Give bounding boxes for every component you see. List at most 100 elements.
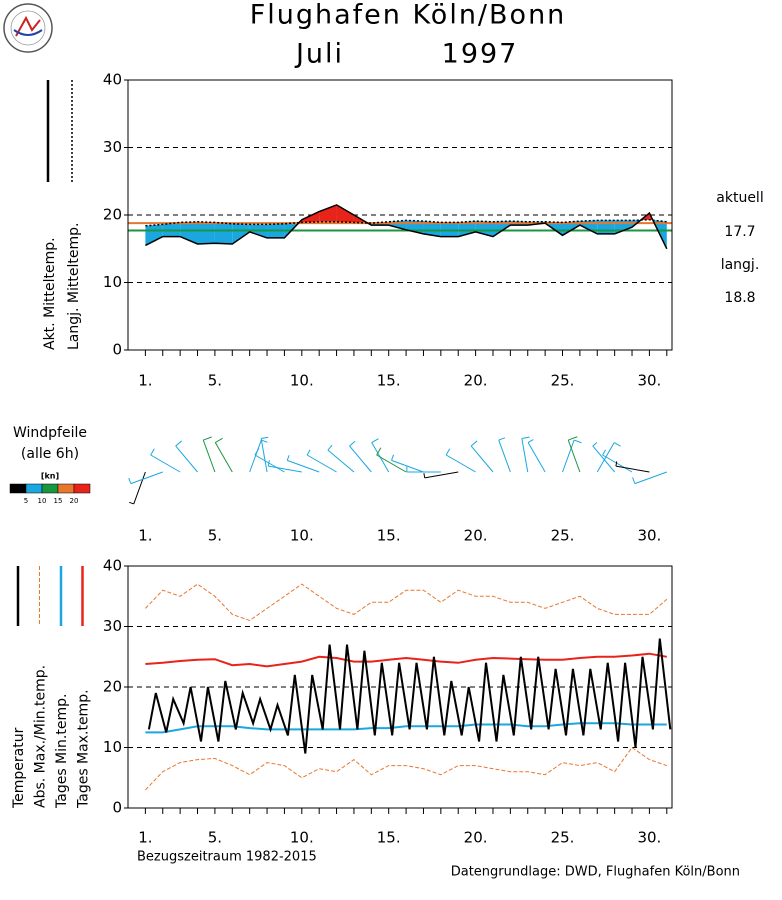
y-tick-label: 10 (103, 273, 122, 291)
barb-feather (371, 438, 379, 443)
x-tick-label: 20. (464, 527, 488, 545)
wind-barb (521, 436, 530, 473)
barb-feather (261, 436, 269, 440)
deviation-fill (319, 204, 337, 222)
deviation-fill (423, 221, 441, 237)
legend-label: Temperatur (11, 727, 27, 809)
wind-barb (202, 436, 216, 473)
temperature-line (145, 722, 667, 734)
temperature-line (147, 638, 672, 754)
year: 1997 (442, 39, 519, 70)
barb-feather (215, 437, 223, 443)
x-tick-label: 10. (290, 527, 314, 545)
wind-barb (406, 466, 441, 473)
wind-barb (423, 471, 459, 479)
deviation-fill (562, 221, 580, 236)
temperature-line (145, 652, 667, 668)
plot-frame (127, 565, 673, 809)
barb-feather (592, 442, 598, 447)
wind-barb (371, 438, 390, 473)
plot-frame (127, 79, 673, 351)
deviation-fill (336, 204, 354, 223)
deviation-fill (440, 222, 459, 237)
wind-barb (214, 437, 233, 473)
x-tick-label: 1. (138, 829, 152, 847)
barb-shaft (268, 465, 302, 473)
wind-barb (592, 442, 616, 473)
colorbar-segment (41, 483, 59, 494)
logo (3, 3, 53, 53)
y-tick-label: 0 (112, 799, 122, 817)
colorbar-segment (9, 483, 27, 494)
barb-feather (175, 440, 182, 447)
x-tick-label: 5. (208, 829, 222, 847)
mean-line (145, 218, 667, 227)
barb-shaft (567, 439, 581, 473)
y-tick-label: 40 (103, 71, 122, 89)
month: Juli (294, 39, 344, 70)
deviation-fill (197, 221, 215, 245)
x-tick-label: 10. (290, 372, 314, 390)
deviation-fill (232, 223, 250, 245)
barb-shaft (445, 454, 476, 473)
wind-subtitle: (alle 6h) (21, 446, 79, 462)
legend-label: Akt. Mitteltemp. (42, 237, 58, 350)
barb-feather (470, 440, 478, 447)
x-tick-label: 30. (637, 829, 661, 847)
reference-value: 18.8 (724, 290, 755, 306)
legend-label: Langj. Mitteltemp. (66, 223, 82, 350)
deviation-fill (162, 222, 181, 237)
colorbar-segment (25, 483, 43, 494)
barb-feather (327, 444, 333, 451)
barb-feather (150, 448, 155, 456)
barb-shaft (260, 438, 268, 473)
x-tick-label: 20. (464, 372, 488, 390)
wind-barb (175, 440, 198, 473)
temperature-line (145, 746, 667, 791)
barb-shaft (562, 439, 575, 473)
wind-barb (391, 454, 424, 473)
wind-barb (306, 449, 337, 473)
barb-shaft (527, 442, 546, 473)
barb-feather (498, 437, 506, 441)
temperature-line (145, 583, 668, 622)
barb-shaft (349, 445, 372, 473)
barb-shaft (391, 459, 424, 473)
reference-period: Bezugszeitraum 1982-2015 (137, 850, 317, 865)
barb-shaft (175, 445, 198, 473)
x-tick-label: 1. (138, 372, 152, 390)
barb-shaft (634, 471, 667, 485)
wind-barb (327, 444, 355, 473)
colorbar-tick: 5 (24, 497, 28, 505)
y-tick-label: 20 (103, 206, 122, 224)
wind-barb (615, 461, 650, 473)
barb-shaft (254, 454, 285, 473)
barb-shaft (202, 439, 216, 473)
x-tick-label: 1. (138, 527, 152, 545)
barb-shaft (602, 454, 633, 473)
reference-value: 17.7 (724, 224, 755, 240)
barb-feather (203, 436, 212, 441)
wind-barb (632, 471, 667, 485)
wind-barb (349, 440, 372, 473)
wind-barb (445, 448, 476, 473)
barb-shaft (249, 439, 262, 473)
barb-shaft (592, 445, 616, 473)
barb-shaft (376, 454, 407, 473)
barb-feather (391, 454, 395, 461)
wind-barb (602, 449, 633, 473)
source: Datengrundlage: DWD, Flughafen Köln/Bonn (451, 865, 740, 880)
barb-shaft (287, 459, 320, 473)
wind-barb (376, 447, 407, 473)
wind-barb (562, 439, 582, 473)
x-tick-label: 25. (551, 372, 575, 390)
barb-shaft (521, 438, 529, 473)
x-tick-label: 30. (637, 527, 661, 545)
y-tick-label: 30 (103, 617, 122, 635)
wind-barb (267, 460, 302, 473)
barb-feather (602, 449, 607, 456)
wind-barb (596, 442, 621, 473)
barb-feather (376, 447, 382, 456)
colorbar-segment (57, 483, 75, 494)
